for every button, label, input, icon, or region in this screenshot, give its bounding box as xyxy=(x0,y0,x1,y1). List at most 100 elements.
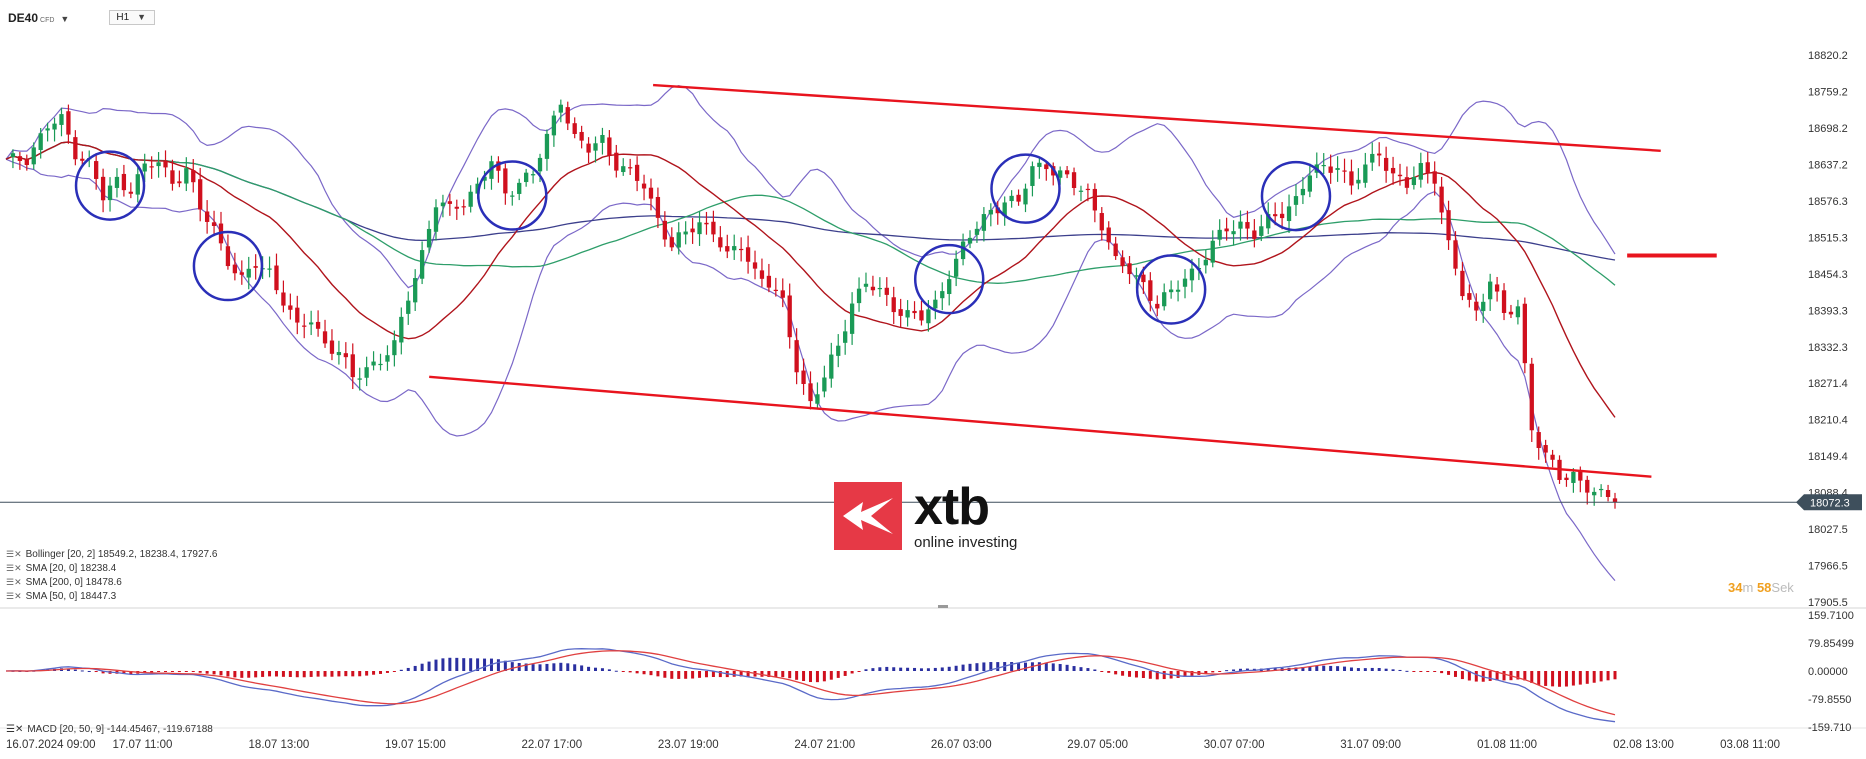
candle xyxy=(232,252,238,281)
candle-body xyxy=(725,246,730,252)
price-tick-label: 18576.3 xyxy=(1808,196,1848,208)
macd-histogram-bar xyxy=(448,657,452,671)
candle-body xyxy=(343,353,348,358)
highlight-circle xyxy=(1135,254,1207,325)
candle-body xyxy=(1418,163,1423,180)
candle-body xyxy=(1266,213,1271,229)
candle xyxy=(1349,159,1354,195)
macd-histogram-bar xyxy=(1148,671,1152,679)
candle-body xyxy=(163,160,168,168)
candle xyxy=(94,153,99,190)
current-price-tag[interactable] xyxy=(1796,494,1862,511)
macd-histogram-bar xyxy=(850,671,854,674)
macd-histogram-bar xyxy=(926,668,930,671)
candle xyxy=(1592,487,1597,506)
candle xyxy=(59,107,64,137)
macd-histogram-bar xyxy=(1391,669,1395,671)
candle-body xyxy=(170,170,175,184)
macd-histogram-bar xyxy=(600,668,604,671)
candle-body xyxy=(94,161,99,179)
candle xyxy=(1189,258,1195,293)
candle-body xyxy=(801,370,806,385)
time-tick-label: 19.07 15:00 xyxy=(385,739,446,751)
candle-body xyxy=(17,156,23,161)
candles xyxy=(10,99,1618,509)
candle-body xyxy=(1508,311,1514,315)
panel-resize-handle[interactable] xyxy=(938,605,948,608)
candle xyxy=(1078,185,1084,202)
candle-body xyxy=(884,287,889,295)
candle xyxy=(198,167,203,222)
macd-histogram-bar xyxy=(552,663,556,671)
channel-upper-line[interactable] xyxy=(653,83,1661,152)
candle xyxy=(225,234,231,270)
candle-body xyxy=(780,290,785,298)
legend-sma200-text: SMA [200, 0] 18478.6 xyxy=(25,577,122,588)
macd-histogram-bar xyxy=(836,671,840,678)
candle-body xyxy=(38,133,43,150)
candle-body xyxy=(1175,289,1181,292)
macd-tick-label: 159.7100 xyxy=(1808,610,1854,622)
candle xyxy=(170,159,175,191)
price-tick-label: 18149.4 xyxy=(1808,451,1848,463)
macd-histogram-bar xyxy=(663,671,667,678)
macd-histogram-bar xyxy=(316,671,320,677)
time-axis[interactable]: 16.07.2024 09:00 17.07 11:00 18.07 13:00 19… xyxy=(6,739,1780,751)
symbol-selector[interactable]: DE40 CFD ▼ xyxy=(8,11,69,25)
indicator-menu-icon[interactable]: ☰✕ xyxy=(6,724,24,735)
macd-histogram-bar xyxy=(1058,664,1062,671)
macd-histogram-bar xyxy=(1301,667,1305,671)
price-tick-label: 18637.2 xyxy=(1808,159,1848,171)
candle xyxy=(773,277,778,297)
chart-header: DE40 CFD ▼ H1 ▼ xyxy=(8,10,156,25)
timeframe-selector[interactable]: H1 ▼ xyxy=(109,10,156,25)
candle xyxy=(419,241,425,285)
indicator-menu-icon[interactable]: ☰✕ xyxy=(6,577,22,587)
macd-histogram-bar xyxy=(66,668,70,671)
macd-histogram-bar xyxy=(1349,667,1353,671)
macd-histogram-bar xyxy=(802,671,806,682)
time-tick-label: 16.07.2024 09:00 xyxy=(6,739,96,751)
macd-histogram-bar xyxy=(1204,671,1208,674)
macd-histogram-bar xyxy=(1134,671,1138,678)
candle xyxy=(107,177,113,212)
macd-histogram-bar xyxy=(871,668,875,671)
highlight-circle xyxy=(1260,160,1332,232)
candle xyxy=(1605,484,1611,502)
indicator-menu-icon[interactable]: ☰✕ xyxy=(6,563,22,573)
candle-body xyxy=(1370,153,1375,163)
candle-body xyxy=(184,168,189,184)
channel-lower-line[interactable] xyxy=(429,375,1652,478)
candle-body xyxy=(378,363,383,366)
channel-lines[interactable] xyxy=(429,83,1717,478)
candle-body xyxy=(1383,157,1389,171)
candle xyxy=(1224,217,1229,241)
candle xyxy=(440,194,446,218)
candle xyxy=(863,272,869,293)
chevron-down-icon[interactable]: ▼ xyxy=(60,13,70,24)
macd-histogram-bar xyxy=(1453,671,1457,677)
candle-body xyxy=(1168,289,1174,293)
candle xyxy=(1099,207,1104,241)
time-tick-label: 01.08 11:00 xyxy=(1477,739,1537,751)
candle-body xyxy=(274,265,279,291)
timer-minutes-unit: m xyxy=(1742,580,1754,595)
macd-histogram-bar xyxy=(621,671,625,672)
candle xyxy=(1314,152,1319,179)
indicator-menu-icon[interactable]: ☰✕ xyxy=(6,591,22,601)
indicator-menu-icon[interactable]: ☰✕ xyxy=(6,549,22,559)
candle-body xyxy=(461,206,466,208)
candle-body xyxy=(967,237,973,244)
macd-histogram-bar xyxy=(385,671,389,673)
candle xyxy=(288,293,293,320)
macd-histogram-bar xyxy=(940,667,944,671)
legend-bollinger-text: Bollinger [20, 2] 18549.2, 18238.4, 1792… xyxy=(25,549,218,560)
candle xyxy=(1127,255,1132,284)
macd-histogram-bar xyxy=(150,671,154,673)
legend-sma50-text: SMA [50, 0] 18447.3 xyxy=(25,591,117,602)
macd-histogram-bar xyxy=(358,671,362,677)
macd-histogram-bar xyxy=(809,671,812,683)
macd-histogram-bar xyxy=(198,671,202,673)
chevron-down-icon[interactable]: ▼ xyxy=(137,12,147,22)
